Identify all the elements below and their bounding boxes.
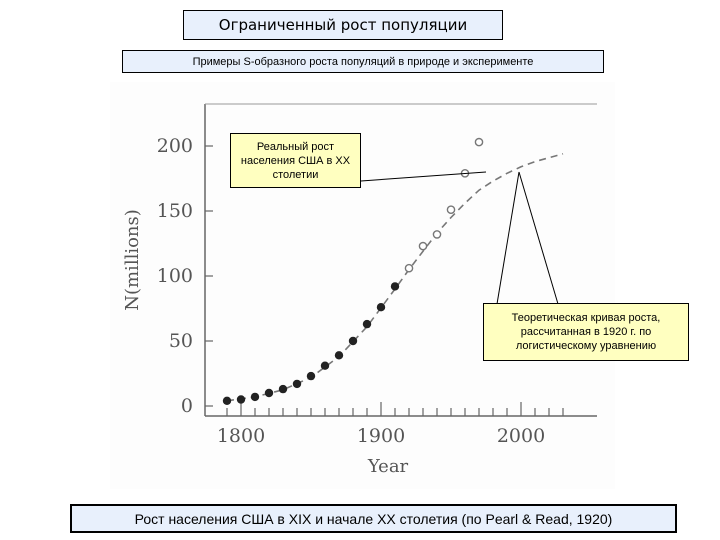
annotation-theoretical-curve: Теоретическая кривая роста, рассчитанная… [483, 303, 689, 361]
data-point-filled [390, 282, 400, 291]
y-tick-label: 150 [157, 200, 193, 222]
data-point-filled [348, 336, 358, 346]
annotation-real-growth: Реальный рост населения США в XX столети… [230, 133, 361, 188]
y-axis-title: N(millions) [122, 209, 143, 311]
callout-line-theory-a [518, 171, 559, 305]
data-point-filled [264, 388, 274, 398]
slide-title: Ограниченный рост популяции [183, 10, 503, 40]
x-tick-label: 2000 [497, 425, 545, 447]
data-point-filled [292, 379, 302, 389]
data-point-filled [320, 361, 330, 370]
data-point-open [404, 263, 414, 273]
data-point-filled [278, 384, 288, 394]
x-tick-label: 1900 [357, 425, 405, 447]
callout-line-real [360, 171, 487, 182]
callout-line-theory-b [496, 171, 520, 305]
x-tick-label: 1800 [217, 425, 265, 447]
y-tick-label: 50 [169, 330, 193, 352]
data-point-filled [334, 351, 344, 360]
plot-layer: 0 50 100 150 200 1800 1900 2000 Year N(millions) [122, 103, 597, 477]
data-point-filled [306, 371, 316, 381]
y-tick-label: 200 [157, 135, 193, 157]
data-point-filled [362, 319, 372, 329]
data-point-filled [376, 303, 386, 312]
y-tick-label: 100 [157, 265, 193, 287]
chart-background [110, 82, 615, 489]
y-tick-label: 0 [181, 395, 193, 417]
data-point-open [474, 137, 484, 147]
data-point-filled [250, 392, 260, 402]
data-point-open [432, 230, 442, 239]
data-point-open [418, 241, 428, 251]
slide-subtitle: Примеры S-образного роста популяций в пр… [122, 50, 604, 73]
x-axis-title: Year [367, 456, 409, 477]
slide-caption: Рост населения США в XIX и начале XX сто… [70, 504, 677, 533]
data-point-open [446, 205, 456, 214]
data-point-filled [222, 396, 232, 405]
data-point-filled [236, 395, 246, 404]
